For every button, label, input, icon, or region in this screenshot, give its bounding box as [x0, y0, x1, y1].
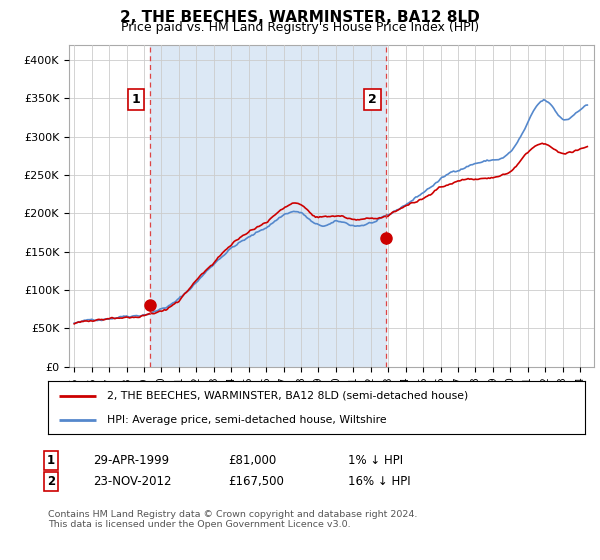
Text: HPI: Average price, semi-detached house, Wiltshire: HPI: Average price, semi-detached house,… — [107, 415, 386, 425]
Text: 2: 2 — [47, 475, 55, 488]
Text: 1: 1 — [131, 93, 140, 106]
Text: 16% ↓ HPI: 16% ↓ HPI — [348, 475, 410, 488]
Text: 29-APR-1999: 29-APR-1999 — [93, 454, 169, 467]
Text: 2, THE BEECHES, WARMINSTER, BA12 8LD: 2, THE BEECHES, WARMINSTER, BA12 8LD — [120, 10, 480, 25]
Bar — [149, 45, 386, 367]
Text: Contains HM Land Registry data © Crown copyright and database right 2024.
This d: Contains HM Land Registry data © Crown c… — [48, 510, 418, 529]
Text: 23-NOV-2012: 23-NOV-2012 — [93, 475, 172, 488]
Text: £167,500: £167,500 — [228, 475, 284, 488]
Text: Price paid vs. HM Land Registry's House Price Index (HPI): Price paid vs. HM Land Registry's House … — [121, 21, 479, 34]
Text: 2, THE BEECHES, WARMINSTER, BA12 8LD (semi-detached house): 2, THE BEECHES, WARMINSTER, BA12 8LD (se… — [107, 391, 469, 401]
Text: 2: 2 — [368, 93, 377, 106]
Text: 1% ↓ HPI: 1% ↓ HPI — [348, 454, 403, 467]
Text: £81,000: £81,000 — [228, 454, 276, 467]
Text: 1: 1 — [47, 454, 55, 467]
